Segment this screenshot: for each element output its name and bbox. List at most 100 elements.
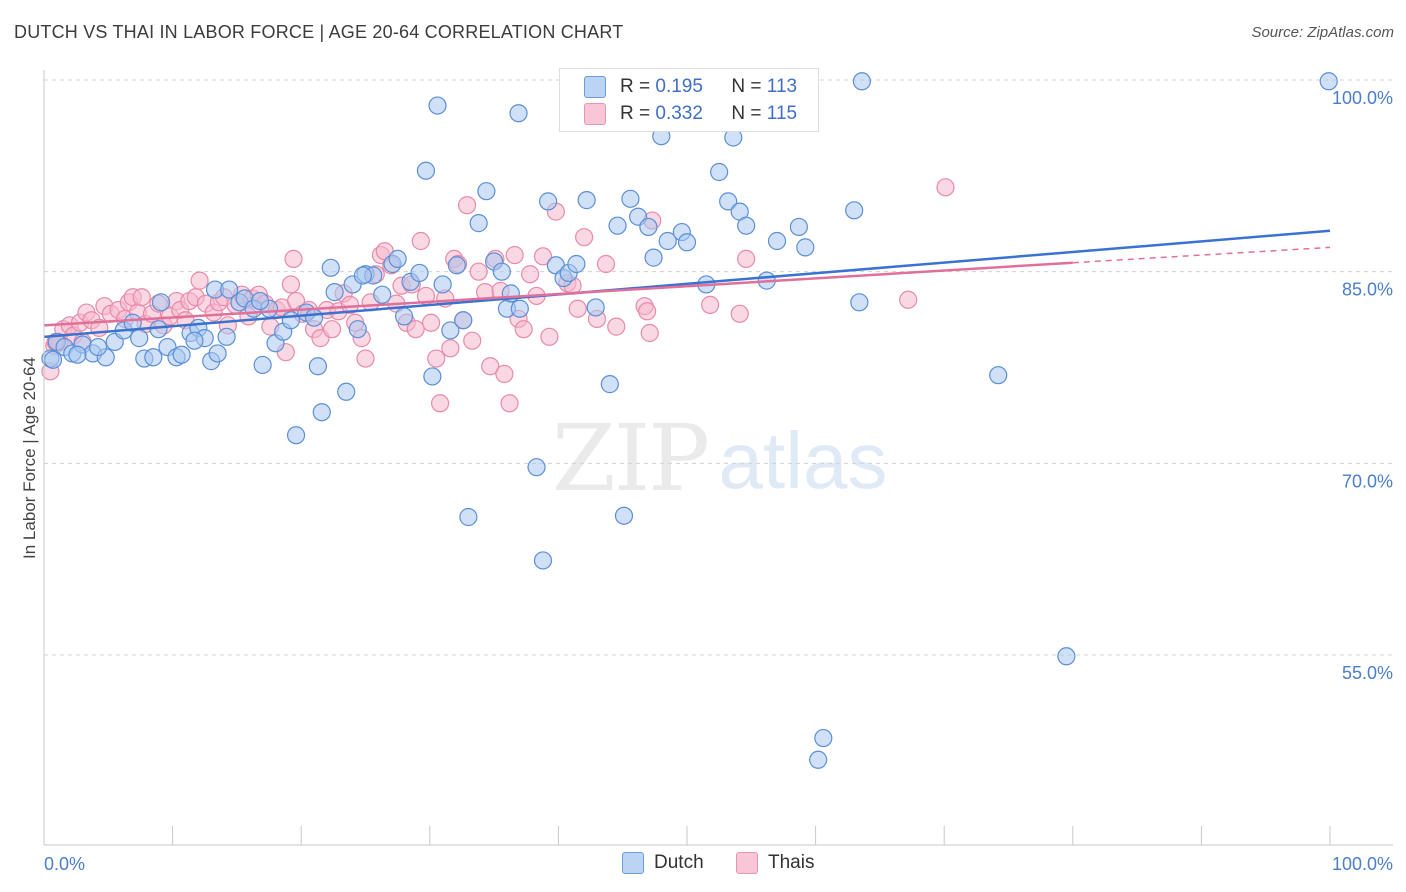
thai-point: [521, 265, 540, 284]
dutch-point: [459, 507, 478, 527]
thai-point: [441, 339, 460, 358]
thai-point: [463, 331, 482, 350]
dutch-point: [433, 275, 452, 294]
dutch-point: [1319, 72, 1338, 91]
dutch-point: [852, 72, 871, 91]
dutch-point: [809, 750, 828, 769]
y-tick-label: 70.0%: [1342, 471, 1393, 491]
thai-point: [427, 349, 446, 368]
watermark: ZIP atlas: [552, 405, 888, 512]
dutch-point: [509, 104, 528, 123]
thai-point: [596, 254, 616, 274]
dutch-point: [373, 285, 392, 304]
thais-legend-label: Thais: [768, 852, 815, 873]
dutch-point: [337, 382, 356, 401]
trend-lines: [43, 229, 1331, 339]
dutch-point: [789, 217, 808, 237]
dutch-point: [510, 299, 529, 318]
thai-trend-extension: [1072, 246, 1331, 264]
dutch-point: [477, 182, 496, 201]
thai-point: [281, 275, 301, 294]
thai-point: [411, 231, 430, 251]
dutch-point: [208, 344, 227, 363]
dutch-point: [217, 327, 236, 346]
dutch-point: [394, 307, 414, 326]
x-tick-label: 0.0%: [44, 854, 85, 874]
y-tick-label: 100.0%: [1332, 88, 1393, 108]
thai-point: [406, 320, 425, 339]
dutch-point: [88, 337, 108, 357]
tick-labels: 55.0% 70.0% 85.0% 100.0% 0.0% 100.0%: [44, 88, 1393, 874]
dutch-point: [416, 161, 436, 180]
dutch-point: [281, 311, 301, 330]
dutch-point: [796, 238, 815, 257]
thai-swatch: [584, 103, 606, 125]
thai-point: [481, 357, 500, 376]
thai-point: [421, 313, 441, 332]
dutch-point: [710, 162, 729, 182]
dutch-point: [492, 262, 511, 281]
dutch-point: [220, 280, 239, 299]
dutch-point: [1057, 647, 1076, 666]
dutch-point: [286, 426, 306, 445]
thai-point: [505, 245, 524, 265]
bottom-legend-thais: Thais: [736, 852, 814, 874]
thai-point: [500, 394, 519, 413]
n-label: N =: [731, 76, 762, 97]
dutch-trend-line: [43, 229, 1331, 339]
thai-point: [457, 196, 477, 215]
dutch-point: [737, 216, 756, 235]
dutch-point: [845, 201, 864, 220]
thai-point: [190, 271, 209, 290]
legend-row-thai: R = 0.332 N = 115: [584, 102, 797, 126]
thai-point: [899, 290, 918, 309]
thai-point: [568, 299, 587, 318]
dutch-point: [539, 192, 558, 211]
r-value: 0.195: [655, 76, 703, 97]
dutch-point: [533, 551, 553, 570]
thai-point: [701, 295, 720, 314]
thai-point: [533, 247, 553, 266]
dutch-point: [388, 249, 407, 268]
legend: R = 0.195 N = 113 R = 0.332 N = 115: [559, 68, 819, 132]
dutch-point: [144, 348, 163, 367]
dutch-point: [172, 345, 191, 364]
source-label: Source: ZipAtlas.com: [1251, 24, 1394, 41]
thai-point: [284, 249, 303, 268]
dutch-point: [454, 311, 473, 330]
dutch-point: [250, 291, 270, 311]
y-tick-label: 85.0%: [1342, 280, 1393, 300]
dutch-point: [850, 293, 869, 312]
dutch-point: [677, 233, 697, 252]
thai-point: [936, 178, 955, 197]
dutch-point: [308, 357, 328, 376]
dutch-point: [447, 256, 466, 275]
thai-point: [340, 295, 360, 314]
dutch-point: [441, 321, 460, 340]
dutch-point: [304, 308, 324, 327]
dutch-point: [989, 366, 1008, 385]
svg-text:ZIP: ZIP: [552, 405, 708, 512]
dutch-point: [586, 298, 605, 317]
dutch-point: [814, 728, 833, 748]
dutch-legend-label: Dutch: [654, 852, 704, 873]
dutch-point: [130, 329, 149, 348]
n-value: 115: [766, 103, 798, 124]
y-tick-label: 55.0%: [1342, 663, 1393, 683]
thai-point: [469, 262, 488, 281]
dutch-point: [348, 320, 367, 339]
dutch-point: [428, 96, 447, 115]
thai-point: [640, 323, 659, 343]
dutch-swatch: [584, 76, 606, 98]
dutch-point: [527, 458, 546, 477]
thai-point: [514, 320, 533, 339]
thai-point: [730, 304, 749, 323]
dutch-point: [621, 189, 640, 208]
dutch-point: [253, 355, 272, 375]
thai-point: [132, 288, 151, 307]
dutch-point: [321, 258, 340, 277]
bottom-legend: Dutch Thais: [0, 852, 1406, 878]
chart-title: DUTCH VS THAI IN LABOR FORCE | AGE 20-64…: [14, 22, 624, 42]
axes: [43, 70, 1393, 846]
n-value: 113: [766, 76, 798, 97]
